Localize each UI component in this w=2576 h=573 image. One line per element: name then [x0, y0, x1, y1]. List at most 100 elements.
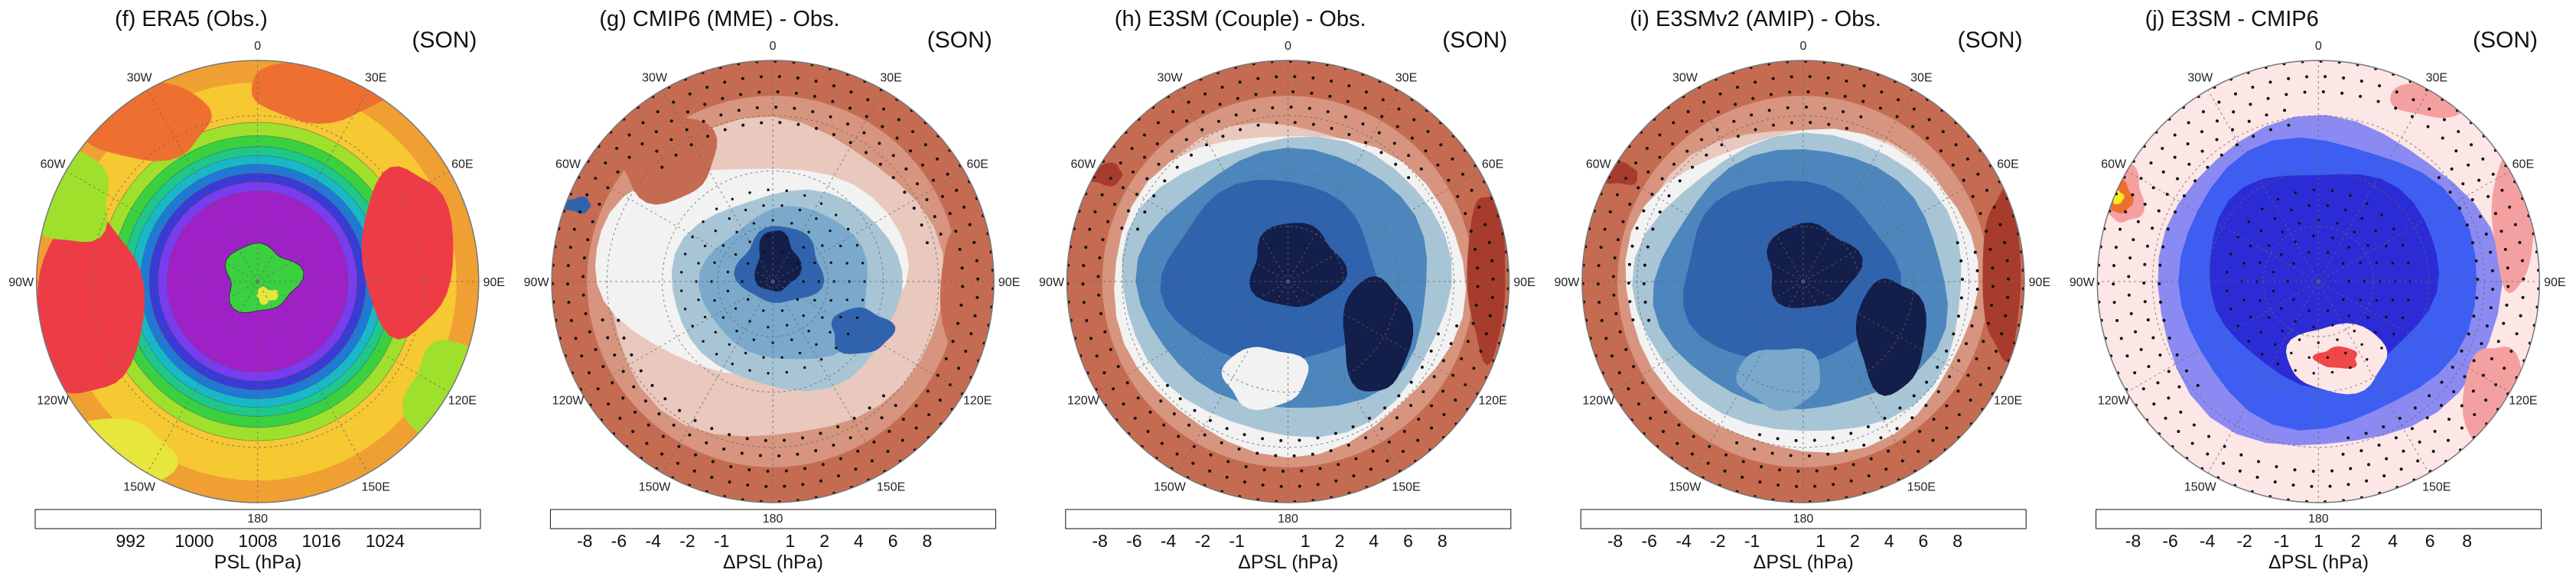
longitude-label: 120E [448, 395, 477, 408]
colorbar-tick-label: 1008 [238, 531, 277, 551]
colorbar-tick-label: 1024 [366, 531, 405, 551]
longitude-label: 0 [770, 40, 777, 53]
longitude-labels: 0 30E 60E 90E 120E 150E 180 150W 120W 90W 60W 30W [1039, 40, 1536, 526]
colorbar-tick-label: 8 [923, 531, 933, 551]
longitude-label: 90W [1039, 276, 1065, 289]
colorbar-title: PSL (hPa) [214, 552, 301, 573]
map-boundary [2096, 60, 2541, 503]
colorbar-tick-label: -2 [679, 531, 695, 551]
panel-f: 0 30E 60E 90E 120E 150E 180 150W 120W 90W 60W 30W (f… [8, 7, 505, 573]
longitude-label: 120W [1067, 395, 1100, 408]
colorbar-tick-label: 4 [2388, 531, 2398, 551]
graticule [36, 60, 479, 503]
longitude-label: 60E [451, 158, 473, 171]
longitude-label: 120E [2509, 395, 2537, 408]
polar-map [1581, 60, 2024, 503]
colorbar-tick-label: -8 [1607, 531, 1623, 551]
polar-map [2097, 60, 2540, 503]
polar-map [1067, 60, 1509, 503]
colorbar-tick-label: -8 [2125, 531, 2141, 551]
colorbar-tick-label: 1000 [174, 531, 213, 551]
longitude-label: 90E [2029, 276, 2050, 289]
colorbar-tick-label: 4 [1884, 531, 1894, 551]
colorbar-tick-label: 8 [1438, 531, 1448, 551]
graticule [1067, 60, 1509, 503]
colorbar-tick-label: -8 [1092, 531, 1107, 551]
longitude-label: 60W [2101, 158, 2127, 171]
significance-stipple [1581, 60, 2024, 503]
longitude-label: 30W [642, 71, 668, 84]
longitude-label: 0 [1285, 40, 1291, 53]
season-label: (SON) [412, 28, 477, 53]
colorbar-tick-label: -2 [1710, 531, 1725, 551]
colorbar-tick-label: 6 [1919, 531, 1929, 551]
longitude-label: 180 [1793, 513, 1814, 526]
panel-title: (f) ERA5 (Obs.) [115, 7, 268, 31]
colorbar-tick-label: 2 [1850, 531, 1860, 551]
colorbar-title: ΔPSL (hPa) [2268, 552, 2369, 573]
longitude-label: 150W [1669, 481, 1702, 494]
longitude-label: 30E [880, 71, 901, 84]
longitude-label: 120W [37, 395, 70, 408]
colorbar-title: ΔPSL (hPa) [1238, 552, 1338, 573]
polar-map [552, 60, 995, 503]
longitude-label: 150E [2422, 481, 2451, 494]
longitude-label: 120W [552, 395, 585, 408]
colorbar-title: ΔPSL (hPa) [723, 552, 823, 573]
map-boundary [551, 60, 995, 503]
longitude-label: 60E [966, 158, 988, 171]
longitude-label: 120E [1994, 395, 2022, 408]
colorbar-tick-label: 1 [785, 531, 795, 551]
colorbar-tick-label: 992 [116, 531, 145, 551]
longitude-label: 90E [483, 276, 504, 289]
colorbar-tick-label: -6 [1126, 531, 1141, 551]
longitude-label: 120W [2098, 395, 2131, 408]
longitude-label: 30E [1395, 71, 1417, 84]
longitude-label: 90W [524, 276, 550, 289]
longitude-label: 30E [365, 71, 386, 84]
colorbar: -8 -6 -4 -2 -1 1 2 4 6 8 ΔPSL (hPa) [1580, 509, 2027, 573]
panel-title: (h) E3SM (Couple) - Obs. [1115, 7, 1366, 31]
map-boundary [1066, 60, 1510, 503]
season-label: (SON) [1442, 28, 1507, 53]
polar-map [36, 60, 479, 503]
longitude-label: 90E [998, 276, 1020, 289]
colorbar: -8 -6 -4 -2 -1 1 2 4 6 8 ΔPSL (hPa) [2096, 509, 2542, 573]
map-boundary [1581, 60, 2025, 503]
colorbar-tick-label: -8 [577, 531, 592, 551]
longitude-label: 150E [1392, 481, 1420, 494]
colorbar-tick-label: -2 [1195, 531, 1210, 551]
panel-i: 0 30E 60E 90E 120E 150E 180 150W 120W 90W 60W 30W (i… [1554, 7, 2050, 573]
panel-title: (i) E3SMv2 (AMIP) - Obs. [1630, 7, 1881, 31]
panel-title: (g) CMIP6 (MME) - Obs. [599, 7, 839, 31]
panel-j: 0 30E 60E 90E 120E 150E 180 150W 120W 90W 60W 30W (j… [2070, 7, 2566, 573]
colorbar-tick-label: -6 [611, 531, 627, 551]
longitude-label: 150W [123, 481, 156, 494]
map-boundary [35, 60, 480, 503]
longitude-label: 180 [1278, 513, 1298, 526]
colorbar-tick-label: 6 [1403, 531, 1413, 551]
colorbar-tick-label: 1016 [302, 531, 341, 551]
colorbar-title: ΔPSL (hPa) [1754, 552, 1854, 573]
longitude-label: 60E [1482, 158, 1503, 171]
colorbar-tick-label: -4 [1161, 531, 1177, 551]
longitude-labels: 0 30E 60E 90E 120E 150E 180 150W 120W 90W 60W 30W [524, 40, 1021, 526]
graticule [2097, 60, 2540, 503]
panel-h: 0 30E 60E 90E 120E 150E 180 150W 120W 90W 60W 30W (h… [1039, 7, 1536, 573]
longitude-label: 150W [1154, 481, 1187, 494]
colorbar-tick-label: -1 [714, 531, 729, 551]
colorbar-tick-label: 8 [1952, 531, 1962, 551]
longitude-label: 120E [1478, 395, 1506, 408]
colorbar-tick-label: -2 [2236, 531, 2252, 551]
colorbar-tick-label: -6 [1641, 531, 1656, 551]
longitude-label: 180 [247, 513, 268, 526]
colorbar-tick-label: 6 [2425, 531, 2435, 551]
longitude-label: 150E [1907, 481, 1936, 494]
panel-title: (j) E3SM - CMIP6 [2145, 7, 2319, 31]
longitude-label: 90E [2544, 276, 2565, 289]
colorbar-tick-label: 4 [1369, 531, 1379, 551]
graticule [1581, 60, 2024, 503]
longitude-label: 60E [2512, 158, 2534, 171]
colorbar-tick-label: -1 [1229, 531, 1244, 551]
